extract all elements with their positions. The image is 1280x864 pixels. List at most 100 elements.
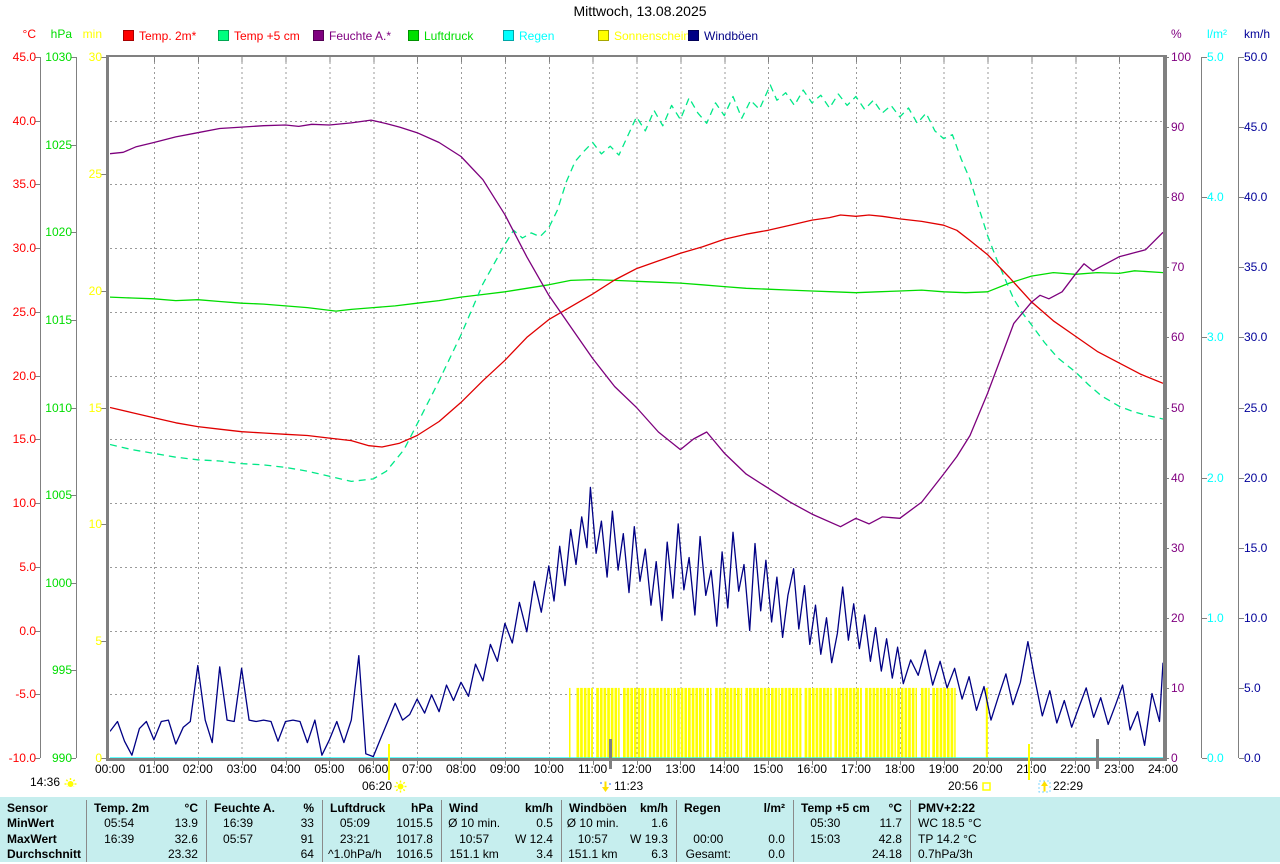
x-axis-label: 22:00 xyxy=(1060,762,1091,776)
legend-item-0[interactable]: Temp. 2m* xyxy=(123,29,196,43)
sunshine-bar xyxy=(911,687,915,758)
sunshine-bar xyxy=(883,687,887,758)
table-col-luftdruck: Luftdruck hPa 05:09 1015.5 23:21 1017.8 ^1.0hP… xyxy=(323,800,442,862)
plot-border-bottom xyxy=(106,758,1167,761)
axis-tick-label: 30 xyxy=(88,50,102,64)
axis-tick xyxy=(101,524,106,526)
sunshine-bar xyxy=(920,687,924,758)
x-axis-tick xyxy=(987,761,989,765)
sunshine-bar xyxy=(610,687,614,758)
x-axis-label: 16:00 xyxy=(796,762,828,776)
sunshine-bar xyxy=(767,687,770,758)
axis-tick xyxy=(35,694,40,696)
sunshine-bar xyxy=(897,687,900,758)
sunshine-bar xyxy=(737,687,740,758)
table-row: 24.18 xyxy=(794,847,910,863)
legend-item-2[interactable]: Feuchte A.* xyxy=(313,29,391,43)
axis-tick-label: 0 xyxy=(95,751,102,765)
legend-item-6[interactable]: Windböen xyxy=(688,29,758,43)
table-cell-time: 05:30 xyxy=(810,816,841,831)
plot-area xyxy=(109,57,1164,759)
axis-tick-label: 20.0 xyxy=(1244,470,1268,485)
marker-tick-0620 xyxy=(388,744,390,780)
sunshine-bar xyxy=(729,687,733,758)
axis-tick-label: 40.0 xyxy=(1244,190,1268,205)
sunshine-bar xyxy=(630,687,633,758)
x-axis-label: 13:00 xyxy=(665,762,696,776)
table-cell-value: 6.3 xyxy=(651,847,668,862)
axis-tick xyxy=(35,758,40,759)
axis-unit-5: km/h xyxy=(1244,27,1271,41)
sunshine-bar xyxy=(808,687,811,758)
x-axis-label: 08:00 xyxy=(445,762,477,776)
table-col-unit: l/m² xyxy=(763,800,785,815)
table-cell-pmv: TP 14.2 °C xyxy=(918,831,977,846)
sunshine-bar xyxy=(644,687,647,758)
sunshine-bar xyxy=(659,687,663,758)
table-cell-time: Ø 10 min. xyxy=(566,816,619,831)
axis-tick-label: 5.0 xyxy=(19,559,36,574)
axis-tick xyxy=(35,248,40,250)
series-temp-2m-line xyxy=(109,214,1164,448)
table-header-sensor: Sensor xyxy=(7,800,48,815)
axis-tick-label: 90 xyxy=(1171,120,1185,135)
table-cell-time: 151.1 km xyxy=(449,847,499,862)
day-length: 14:36 xyxy=(30,776,78,789)
axis-unit-4: l/m² xyxy=(1207,27,1227,41)
axis-rail-1 xyxy=(76,57,77,758)
table-cell-value: 1016.5 xyxy=(396,847,433,862)
sunshine-bar xyxy=(822,687,826,758)
table-cell-value: 11.7 xyxy=(879,816,902,831)
x-axis-label: 23:00 xyxy=(1104,762,1135,776)
x-axis-tick xyxy=(680,761,682,765)
table-row: 05:30 11.7 xyxy=(794,816,910,832)
table-row: 10:57 W 12.4 xyxy=(442,831,561,847)
series-windb-en-line xyxy=(109,486,1164,758)
sunshine-bar xyxy=(841,687,845,758)
sunshine-bar xyxy=(710,687,712,758)
axis-tick-label: 1030 xyxy=(45,50,72,64)
axis-tick xyxy=(1239,477,1244,479)
sunshine-bar xyxy=(733,687,737,758)
sunshine-bar xyxy=(985,687,988,758)
x-axis-tick xyxy=(724,761,726,765)
x-axis-label: 12:00 xyxy=(621,762,652,776)
table-cell-time: 16:39 xyxy=(223,816,254,831)
sunshine-bar xyxy=(580,687,583,758)
table-col-header: Windböen xyxy=(569,800,627,815)
series-temp-5-cm-line xyxy=(109,84,1164,483)
sunshine-bar xyxy=(673,687,677,758)
sunshine-bar xyxy=(641,687,644,758)
arrow-head-up xyxy=(1041,781,1048,786)
table-row: Temp. 2m °C xyxy=(87,800,206,816)
axis-tick xyxy=(1202,57,1207,58)
table-row: Temp +5 cm °C xyxy=(794,800,910,816)
table-row-label: MaxWert xyxy=(7,831,57,846)
legend-item-3[interactable]: Luftdruck xyxy=(408,29,473,43)
table-cell-value: 1015.5 xyxy=(396,816,433,831)
sunshine-bar xyxy=(626,687,630,758)
axis-tick-label: 25.0 xyxy=(1244,400,1268,415)
table-row: Durchschnitt xyxy=(0,847,86,863)
arrow-head-down xyxy=(602,787,609,792)
table-row: MaxWert xyxy=(0,831,86,847)
hour-ticks-top xyxy=(153,57,1121,62)
axis-tick-label: 10.0 xyxy=(1244,610,1268,625)
legend-item-5[interactable]: Sonnenschein xyxy=(598,29,690,43)
axis-unit-1: hPa xyxy=(50,27,72,41)
sunshine-bar xyxy=(740,687,743,758)
legend-item-1[interactable]: Temp +5 cm xyxy=(218,29,300,43)
sunshine-bar xyxy=(684,687,688,758)
x-axis-tick xyxy=(855,761,857,765)
marker-tick-2056 xyxy=(1028,744,1030,780)
table-col-temp-5-cm: Temp +5 cm °C 05:30 11.7 15:03 42.8 24.18 xyxy=(794,800,911,862)
x-axis-tick xyxy=(899,761,901,765)
legend-item-4[interactable]: Regen xyxy=(503,29,554,43)
x-axis-tick xyxy=(329,761,331,765)
table-cell-time: 05:54 xyxy=(104,816,135,831)
axis-tick xyxy=(1239,758,1244,759)
x-axis-label: 04:00 xyxy=(270,762,301,776)
sun-ray xyxy=(402,788,406,792)
x-axis-tick xyxy=(417,761,419,765)
sunshine-bar xyxy=(583,687,587,758)
